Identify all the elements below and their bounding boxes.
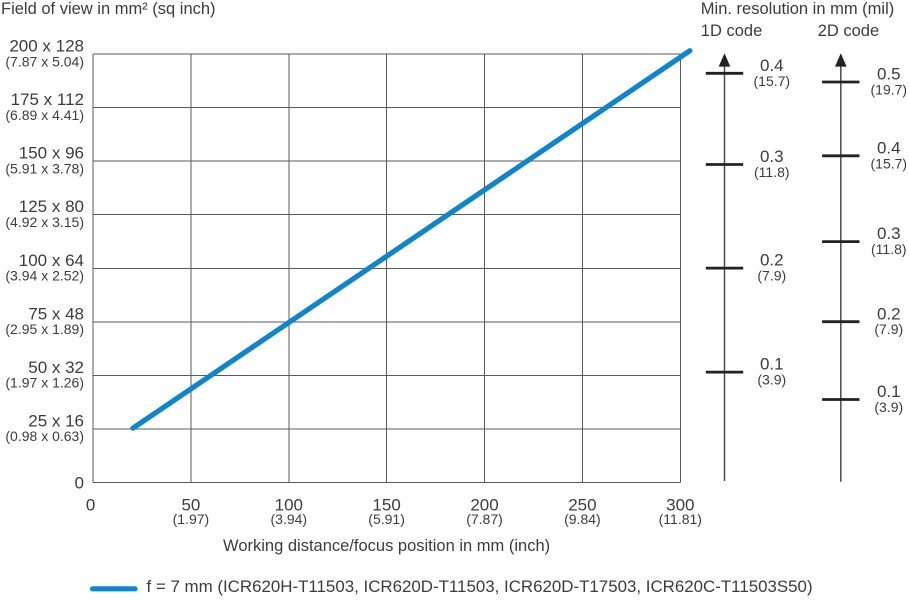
- svg-text:0.2: 0.2: [760, 251, 784, 270]
- svg-text:(1.97): (1.97): [173, 511, 210, 527]
- svg-text:(7.9): (7.9): [757, 268, 786, 284]
- svg-text:(7.87): (7.87): [466, 511, 503, 527]
- svg-text:Field of view in mm² (sq inch): Field of view in mm² (sq inch): [1, 0, 216, 18]
- svg-text:0.5: 0.5: [877, 65, 901, 84]
- svg-text:0.2: 0.2: [877, 304, 901, 323]
- svg-text:(11.81): (11.81): [659, 511, 702, 527]
- svg-text:(2.95 x 1.89): (2.95 x 1.89): [5, 321, 84, 337]
- svg-text:2D code: 2D code: [818, 22, 879, 40]
- svg-text:150: 150: [372, 496, 400, 515]
- svg-text:75 x 48: 75 x 48: [28, 304, 84, 323]
- svg-text:(11.8): (11.8): [754, 164, 790, 180]
- svg-text:0.4: 0.4: [877, 139, 901, 158]
- svg-text:100: 100: [275, 496, 303, 515]
- svg-text:Min. resolution in mm (mil): Min. resolution in mm (mil): [701, 0, 894, 18]
- svg-text:(3.9): (3.9): [874, 399, 903, 415]
- svg-text:200 x 128: 200 x 128: [9, 37, 84, 56]
- svg-text:50: 50: [181, 496, 200, 515]
- svg-text:(3.94 x 2.52): (3.94 x 2.52): [5, 268, 84, 284]
- svg-text:(0.98 x 0.63): (0.98 x 0.63): [5, 428, 84, 444]
- svg-text:(9.84): (9.84): [564, 511, 601, 527]
- svg-text:200: 200: [470, 496, 498, 515]
- svg-text:0.3: 0.3: [760, 147, 784, 166]
- svg-text:100 x 64: 100 x 64: [19, 251, 84, 270]
- svg-text:0.1: 0.1: [877, 382, 901, 401]
- svg-text:(5.91): (5.91): [368, 511, 405, 527]
- svg-text:50 x 32: 50 x 32: [28, 358, 84, 377]
- svg-text:Working distance/focus positio: Working distance/focus position in mm (i…: [223, 537, 550, 555]
- svg-text:(3.9): (3.9): [757, 372, 786, 388]
- svg-text:1D code: 1D code: [701, 22, 762, 40]
- svg-text:0: 0: [86, 496, 95, 515]
- svg-text:(6.89 x 4.41): (6.89 x 4.41): [5, 107, 84, 123]
- svg-text:(4.92 x 3.15): (4.92 x 3.15): [5, 214, 84, 230]
- svg-text:175 x 112: 175 x 112: [11, 90, 84, 109]
- svg-text:(19.7): (19.7): [871, 82, 908, 98]
- svg-text:125 x 80: 125 x 80: [19, 197, 84, 216]
- svg-text:f = 7 mm (ICR620H-T11503, ICR6: f = 7 mm (ICR620H-T11503, ICR620D-T11503…: [147, 577, 813, 596]
- svg-text:(15.7): (15.7): [754, 73, 791, 89]
- svg-text:(7.9): (7.9): [874, 321, 903, 337]
- svg-text:25 x 16: 25 x 16: [28, 411, 84, 430]
- svg-text:0.3: 0.3: [877, 224, 901, 243]
- svg-text:0.1: 0.1: [760, 355, 784, 374]
- svg-text:0.4: 0.4: [760, 56, 784, 75]
- svg-text:(11.8): (11.8): [871, 241, 907, 257]
- svg-text:150 x 96: 150 x 96: [19, 144, 84, 163]
- svg-text:(3.94): (3.94): [271, 511, 308, 527]
- svg-text:0: 0: [75, 474, 84, 493]
- svg-text:(7.87 x 5.04): (7.87 x 5.04): [5, 54, 84, 70]
- svg-text:(5.91 x 3.78): (5.91 x 3.78): [5, 161, 84, 177]
- svg-text:(1.97 x 1.26): (1.97 x 1.26): [5, 375, 84, 391]
- svg-text:250: 250: [568, 496, 596, 515]
- svg-text:(15.7): (15.7): [871, 156, 908, 172]
- svg-text:300: 300: [666, 496, 694, 515]
